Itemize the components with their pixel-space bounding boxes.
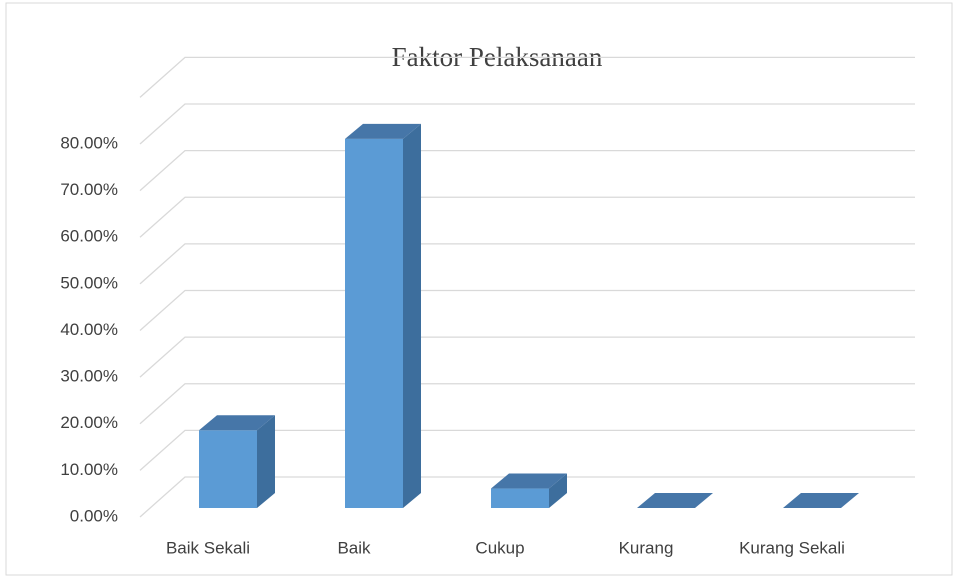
y-tick-label: 60.00% bbox=[60, 227, 118, 246]
bar-top bbox=[199, 415, 275, 431]
y-tick-label: 40.00% bbox=[60, 320, 118, 339]
x-tick-label: Cukup bbox=[475, 538, 524, 557]
bar-top bbox=[637, 493, 713, 508]
bar bbox=[199, 415, 275, 508]
grid-line bbox=[139, 103, 915, 145]
grid-line bbox=[139, 243, 915, 285]
bar-top bbox=[783, 493, 859, 508]
x-tick-label: Kurang Sekali bbox=[739, 538, 845, 557]
bar bbox=[637, 493, 713, 508]
grid-line bbox=[139, 56, 915, 98]
grid-line bbox=[139, 289, 915, 331]
y-tick-label: 20.00% bbox=[60, 413, 118, 432]
y-tick-label: 30.00% bbox=[60, 367, 118, 386]
bar-front bbox=[491, 488, 549, 508]
bar-side bbox=[403, 123, 421, 508]
bar-side bbox=[257, 415, 275, 508]
grid-line bbox=[139, 476, 915, 518]
x-tick-label: Baik Sekali bbox=[166, 538, 250, 557]
y-tick-label: 70.00% bbox=[60, 180, 118, 199]
bar bbox=[783, 493, 859, 508]
bar-side bbox=[549, 473, 567, 508]
y-tick-label: 0.00% bbox=[70, 506, 118, 525]
y-tick-label: 80.00% bbox=[60, 133, 118, 152]
x-tick-label: Baik bbox=[337, 538, 371, 557]
y-tick-label: 50.00% bbox=[60, 273, 118, 292]
grid-line bbox=[139, 336, 915, 378]
bar-front bbox=[345, 138, 403, 508]
y-tick-label: 10.00% bbox=[60, 460, 118, 479]
x-tick-label: Kurang bbox=[619, 538, 674, 557]
bar-top bbox=[345, 123, 421, 139]
grid-line bbox=[139, 196, 915, 238]
chart-border bbox=[5, 2, 953, 576]
bar-top bbox=[491, 473, 567, 489]
bar bbox=[491, 473, 567, 508]
grid-line bbox=[139, 429, 915, 471]
grid-line bbox=[139, 383, 915, 425]
grid-line bbox=[139, 149, 915, 192]
bar bbox=[345, 123, 421, 508]
bar-front bbox=[199, 430, 257, 508]
